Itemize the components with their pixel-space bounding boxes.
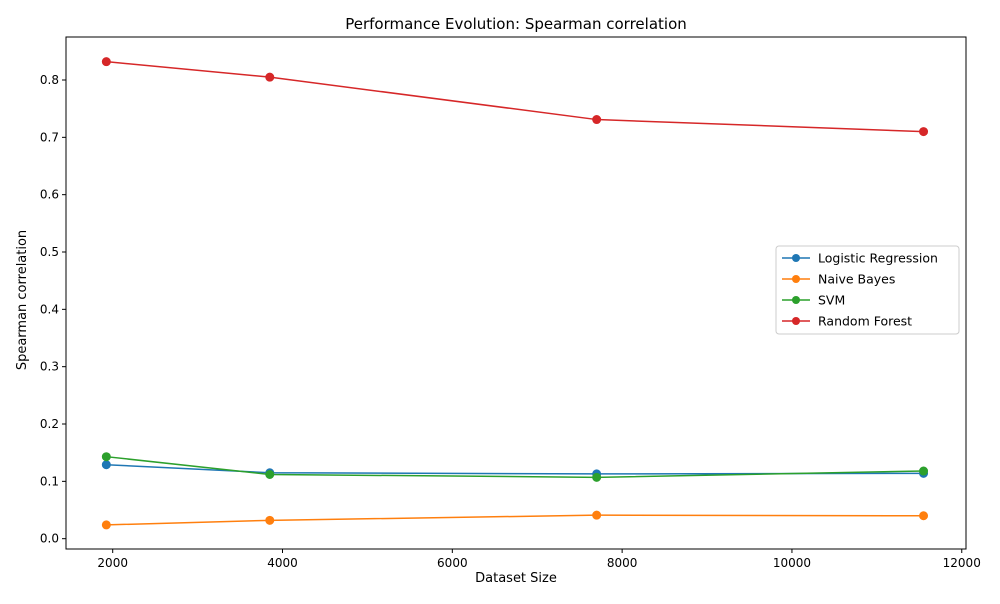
y-tick-label: 0.6 — [40, 188, 59, 202]
data-point — [265, 469, 275, 479]
legend: Logistic Regression Naive Bayes SVM Random … — [775, 245, 960, 335]
legend-frame — [775, 245, 960, 335]
legend-entry-label: Naive Bayes — [818, 272, 895, 287]
x-tick-label: 6000 — [437, 556, 468, 570]
data-point — [265, 515, 275, 525]
y-tick-label: 0.7 — [40, 130, 59, 144]
legend-marker-swatch — [792, 275, 800, 283]
data-point — [919, 127, 929, 137]
data-point — [592, 472, 602, 482]
series-line-naive-bayes — [106, 514, 924, 526]
data-point — [101, 452, 111, 462]
y-tick-label: 0.5 — [40, 245, 59, 259]
data-point — [919, 511, 929, 521]
legend-marker-swatch — [792, 317, 800, 325]
x-tick-label: 8000 — [607, 556, 638, 570]
data-point — [101, 520, 111, 530]
data-point — [919, 466, 929, 476]
legend-entry-label: Logistic Regression — [818, 251, 938, 266]
y-axis-label: Spearman correlation — [15, 230, 30, 370]
y-tick-label: 0.4 — [40, 302, 59, 316]
data-point — [592, 115, 602, 125]
legend-marker-swatch — [792, 254, 800, 262]
chart-title: Performance Evolution: Spearman correlat… — [345, 15, 687, 33]
series-line-random-forest — [106, 60, 924, 133]
data-point — [592, 510, 602, 520]
legend-entry-label: Random Forest — [818, 314, 912, 329]
y-tick-label: 0.2 — [40, 417, 59, 431]
x-tick-label: 10000 — [773, 556, 811, 570]
plot-area: 2000 4000 6000 8000 10000 12000 0.0 0.1 0.2 0.3 0.… — [40, 36, 981, 570]
data-point — [265, 72, 275, 82]
y-tick-label: 0.8 — [40, 73, 59, 87]
legend-entry-label: SVM — [818, 293, 845, 308]
legend-marker-swatch — [792, 296, 800, 304]
series-line-svm — [106, 455, 924, 479]
x-axis-label: Dataset Size — [475, 571, 557, 586]
data-point — [101, 57, 111, 67]
y-tick-label: 0.1 — [40, 474, 59, 488]
x-tick-label: 2000 — [97, 556, 128, 570]
data-point — [101, 460, 111, 470]
x-tick-label: 4000 — [267, 556, 298, 570]
x-tick-label: 12000 — [943, 556, 981, 570]
y-tick-label: 0.0 — [40, 532, 59, 546]
plot-frame — [65, 36, 967, 550]
y-tick-label: 0.3 — [40, 360, 59, 374]
